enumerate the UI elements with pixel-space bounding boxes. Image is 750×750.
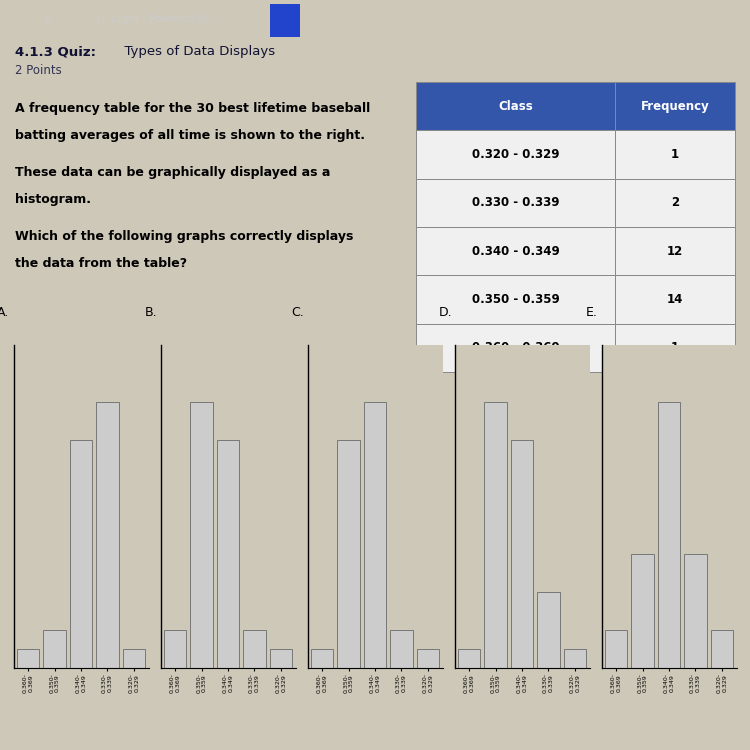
Text: ⪡  Login - Powered by ...: ⪡ Login - Powered by ... [98, 13, 222, 23]
Bar [217, 440, 239, 668]
Text: 1: 1 [671, 148, 679, 161]
Text: 0.330 - 0.339: 0.330 - 0.339 [472, 196, 560, 209]
Bar [604, 629, 627, 668]
FancyBboxPatch shape [270, 4, 300, 37]
Text: 4.1.3 Quiz:: 4.1.3 Quiz: [15, 45, 96, 58]
Bar [16, 649, 39, 668]
Bar [417, 649, 440, 668]
Text: Frequency: Frequency [640, 100, 710, 112]
Bar [484, 402, 507, 668]
Text: 14: 14 [667, 293, 683, 306]
Text: B.: B. [144, 306, 157, 320]
Text: batting averages of all time is shown to the right.: batting averages of all time is shown to… [15, 129, 365, 142]
Bar [70, 440, 92, 668]
FancyBboxPatch shape [615, 130, 735, 178]
Text: 2 Points: 2 Points [15, 64, 62, 77]
Bar [632, 554, 654, 668]
Text: Which of the following graphs correctly displays: Which of the following graphs correctly … [15, 230, 353, 243]
Bar [684, 554, 706, 668]
FancyBboxPatch shape [615, 324, 735, 372]
Bar [458, 649, 480, 668]
Bar [511, 440, 533, 668]
Text: These data can be graphically displayed as a: These data can be graphically displayed … [15, 166, 330, 179]
Bar [711, 629, 734, 668]
Text: Class: Class [498, 100, 533, 112]
Text: D.: D. [438, 306, 452, 320]
Text: A.: A. [0, 306, 10, 320]
FancyBboxPatch shape [416, 130, 615, 178]
Bar [537, 592, 560, 668]
FancyBboxPatch shape [416, 324, 615, 372]
Bar [243, 629, 266, 668]
FancyBboxPatch shape [615, 82, 735, 130]
FancyBboxPatch shape [615, 227, 735, 275]
Text: E.: E. [585, 306, 597, 320]
Text: 0.340 - 0.349: 0.340 - 0.349 [472, 244, 560, 258]
Text: 0.320 - 0.329: 0.320 - 0.329 [472, 148, 560, 161]
Bar [390, 629, 412, 668]
Bar [658, 402, 680, 668]
FancyBboxPatch shape [416, 275, 615, 324]
Bar [44, 629, 66, 668]
Text: 0.350 - 0.359: 0.350 - 0.359 [472, 293, 560, 306]
Text: Types of Data Displays: Types of Data Displays [116, 45, 275, 58]
FancyBboxPatch shape [416, 82, 615, 130]
Bar [96, 402, 118, 668]
Bar [364, 402, 386, 668]
Text: histogram.: histogram. [15, 193, 91, 206]
Text: A frequency table for the 30 best lifetime baseball: A frequency table for the 30 best lifeti… [15, 102, 370, 116]
Text: 2: 2 [671, 196, 679, 209]
Bar [190, 402, 213, 668]
FancyBboxPatch shape [615, 178, 735, 227]
Bar [270, 649, 292, 668]
Text: C.: C. [291, 306, 304, 320]
Text: y ...: y ... [45, 13, 64, 23]
Text: the data from the table?: the data from the table? [15, 256, 188, 270]
Text: 1: 1 [671, 341, 679, 355]
Bar [564, 649, 586, 668]
FancyBboxPatch shape [416, 178, 615, 227]
Bar [123, 649, 146, 668]
Text: 0.360 - 0.369: 0.360 - 0.369 [472, 341, 560, 355]
FancyBboxPatch shape [416, 227, 615, 275]
Bar [338, 440, 360, 668]
Bar [164, 629, 186, 668]
Bar [310, 649, 333, 668]
FancyBboxPatch shape [615, 275, 735, 324]
Text: 12: 12 [667, 244, 683, 258]
